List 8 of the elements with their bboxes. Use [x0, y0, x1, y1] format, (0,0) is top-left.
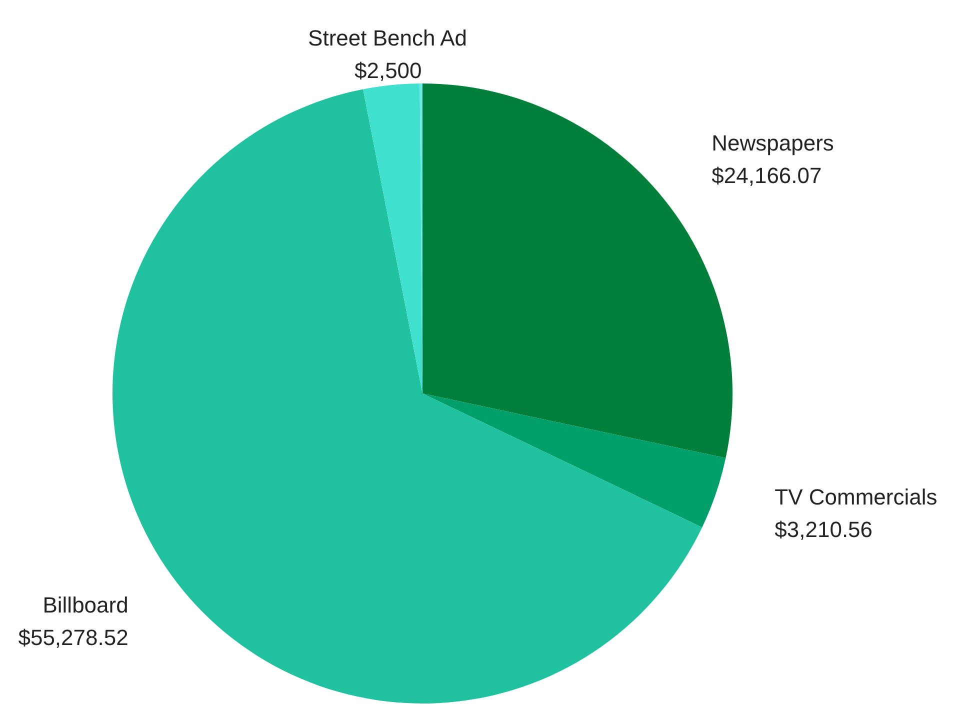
slice-label: TV Commercials — [774, 484, 938, 510]
slice-label: Billboard — [42, 592, 128, 618]
data-label: $2,500 — [354, 58, 422, 83]
slice-label: Newspapers — [712, 130, 834, 156]
data-label: $55,278.52 — [18, 624, 128, 650]
data-label: $24,166.07 — [712, 163, 822, 188]
slice-label: Street Bench Ad — [308, 25, 468, 50]
data-label: $3,210.56 — [774, 517, 873, 542]
